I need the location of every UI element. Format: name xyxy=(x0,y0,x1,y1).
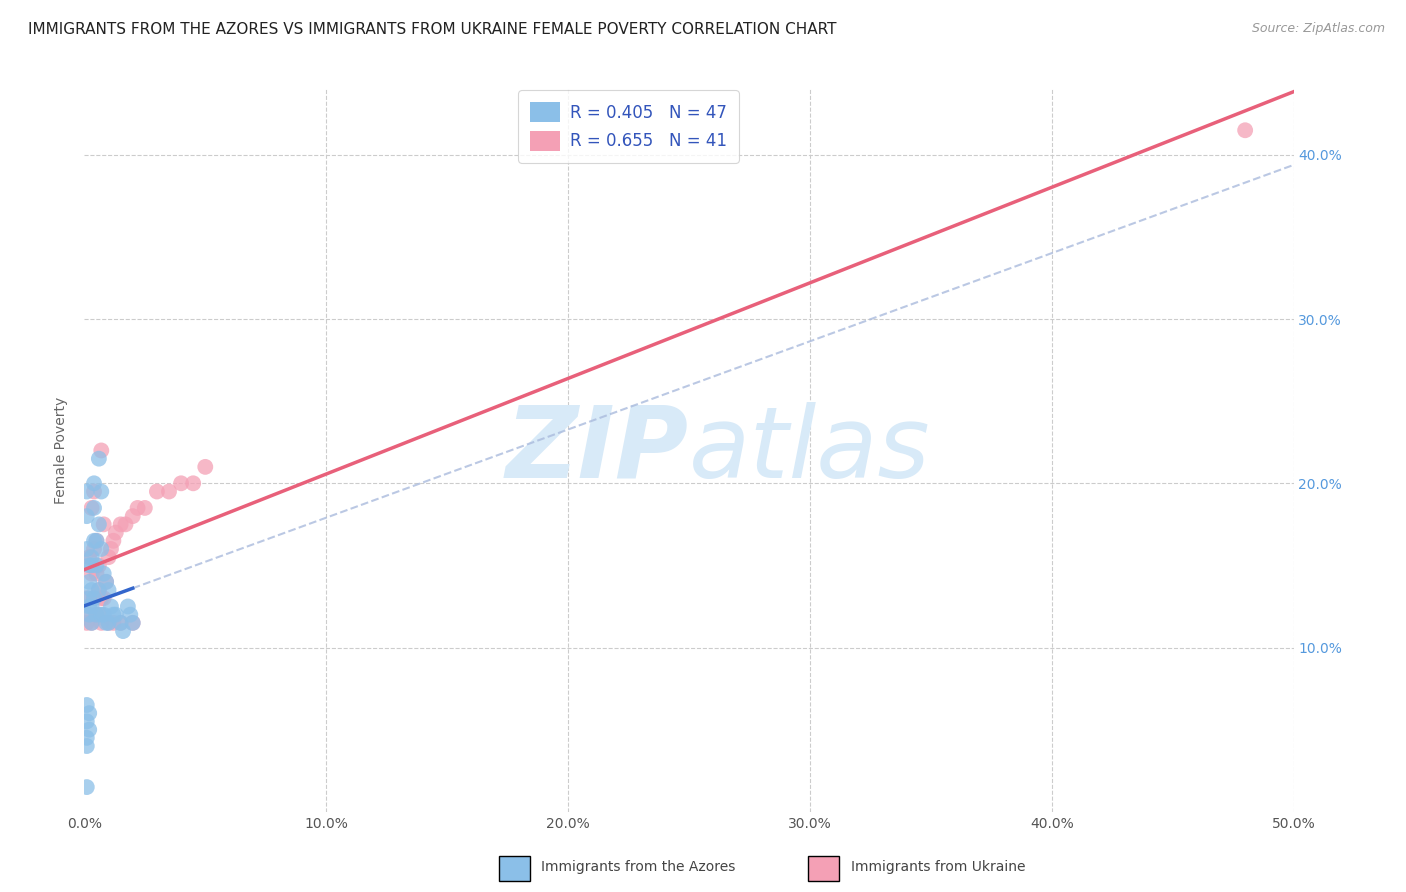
Point xyxy=(83,591,105,606)
Point xyxy=(83,484,105,499)
Text: IMMIGRANTS FROM THE AZORES VS IMMIGRANTS FROM UKRAINE FEMALE POVERTY CORRELATION: IMMIGRANTS FROM THE AZORES VS IMMIGRANTS… xyxy=(28,22,837,37)
Point xyxy=(97,582,120,597)
Point xyxy=(103,615,125,630)
Point xyxy=(77,591,100,606)
Point xyxy=(120,607,142,622)
Point xyxy=(90,443,112,458)
Point xyxy=(87,582,110,597)
Point xyxy=(86,558,108,573)
Point xyxy=(77,723,100,737)
Point xyxy=(93,566,115,581)
Point xyxy=(94,574,117,589)
Point xyxy=(77,550,100,565)
Point xyxy=(83,500,105,515)
Point xyxy=(77,607,100,622)
Point xyxy=(117,599,139,614)
Point xyxy=(121,615,143,630)
Text: Immigrants from Ukraine: Immigrants from Ukraine xyxy=(851,860,1025,874)
Text: ZIP: ZIP xyxy=(506,402,689,499)
Point xyxy=(83,591,105,606)
Point xyxy=(87,517,110,532)
Point xyxy=(76,591,98,606)
Point xyxy=(110,615,132,630)
Point xyxy=(76,731,98,745)
Point xyxy=(104,525,127,540)
Point xyxy=(90,541,112,556)
Point xyxy=(76,698,98,712)
Point xyxy=(86,607,108,622)
Point xyxy=(104,607,127,622)
Point xyxy=(83,533,105,548)
Point xyxy=(80,615,103,630)
Point xyxy=(86,607,108,622)
Point xyxy=(87,607,110,622)
Point xyxy=(86,566,108,581)
Point xyxy=(97,615,120,630)
Point xyxy=(77,558,100,573)
Point xyxy=(90,591,112,606)
Point xyxy=(94,615,117,630)
Point xyxy=(76,714,98,729)
Point xyxy=(76,509,98,524)
Point xyxy=(134,500,156,515)
Point xyxy=(114,517,136,532)
Point xyxy=(87,451,110,466)
Point xyxy=(121,615,143,630)
Point xyxy=(83,476,105,491)
Point xyxy=(121,509,143,524)
Point xyxy=(80,550,103,565)
Point xyxy=(90,607,112,622)
Point xyxy=(77,574,100,589)
Text: atlas: atlas xyxy=(689,402,931,499)
Point xyxy=(80,566,103,581)
Point xyxy=(100,541,122,556)
Legend: R = 0.405   N = 47, R = 0.655   N = 41: R = 0.405 N = 47, R = 0.655 N = 41 xyxy=(519,90,738,162)
Point xyxy=(146,484,169,499)
Point xyxy=(76,541,98,556)
Point xyxy=(181,476,204,491)
Point xyxy=(86,533,108,548)
Text: Immigrants from the Azores: Immigrants from the Azores xyxy=(541,860,735,874)
Point xyxy=(90,615,112,630)
Point xyxy=(93,607,115,622)
Point xyxy=(100,599,122,614)
Point xyxy=(76,739,98,753)
Point xyxy=(76,615,98,630)
Point xyxy=(170,476,193,491)
Point xyxy=(93,591,115,606)
Point xyxy=(112,624,135,638)
Y-axis label: Female Poverty: Female Poverty xyxy=(55,397,69,504)
Point xyxy=(97,550,120,565)
Point xyxy=(76,780,98,794)
Point xyxy=(80,599,103,614)
Point xyxy=(77,607,100,622)
Point xyxy=(194,459,217,474)
Point xyxy=(83,541,105,556)
Point xyxy=(103,533,125,548)
Point xyxy=(77,706,100,721)
Point xyxy=(1234,123,1257,137)
Point xyxy=(86,533,108,548)
Point xyxy=(80,558,103,573)
Point xyxy=(80,615,103,630)
Point xyxy=(76,484,98,499)
Point xyxy=(87,582,110,597)
Point xyxy=(110,517,132,532)
Point xyxy=(87,558,110,573)
Point xyxy=(127,500,149,515)
Point xyxy=(103,607,125,622)
Point xyxy=(90,484,112,499)
Point xyxy=(94,574,117,589)
Point xyxy=(80,500,103,515)
Point xyxy=(80,582,103,597)
Point xyxy=(93,517,115,532)
Point xyxy=(110,615,132,630)
Point xyxy=(97,615,120,630)
Point xyxy=(157,484,180,499)
Point xyxy=(77,599,100,614)
Text: Source: ZipAtlas.com: Source: ZipAtlas.com xyxy=(1251,22,1385,36)
